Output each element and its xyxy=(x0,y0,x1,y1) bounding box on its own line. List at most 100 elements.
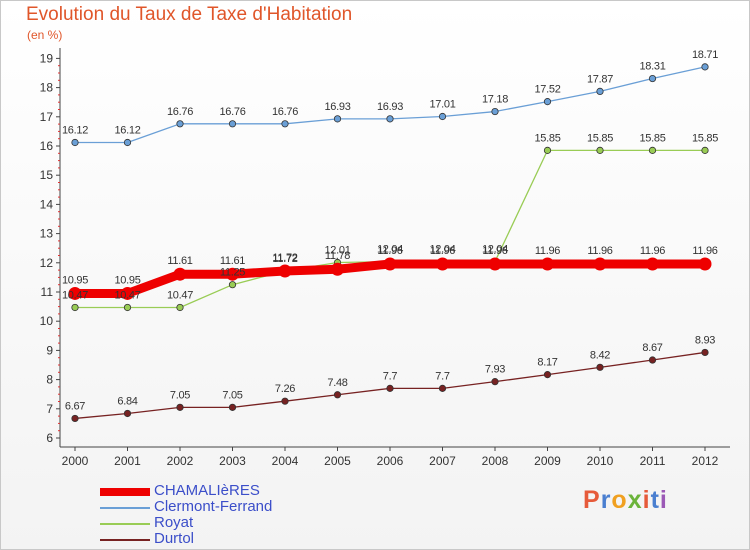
data-point xyxy=(436,257,449,271)
data-label: 11.61 xyxy=(167,255,192,267)
data-point xyxy=(71,414,79,423)
data-point xyxy=(701,348,709,357)
data-label: 7.7 xyxy=(383,370,398,382)
data-point xyxy=(543,146,552,154)
data-label: 16.93 xyxy=(324,101,350,113)
data-point xyxy=(491,378,499,386)
data-label: 17.18 xyxy=(482,94,508,106)
x-tick-label: 2000 xyxy=(62,454,89,468)
data-label: 18.71 xyxy=(692,49,718,61)
data-point xyxy=(333,115,342,123)
x-tick-label: 2008 xyxy=(482,454,509,468)
data-label: 16.76 xyxy=(219,106,245,118)
y-tick-label: 14 xyxy=(40,197,54,211)
data-point xyxy=(596,363,604,371)
data-label: 7.7 xyxy=(435,370,450,382)
data-label: 6.67 xyxy=(65,400,85,412)
data-label: 11.25 xyxy=(220,267,245,279)
y-tick-label: 7 xyxy=(46,402,53,416)
x-tick-label: 2003 xyxy=(219,454,246,468)
data-point xyxy=(648,356,657,364)
data-label: 8.67 xyxy=(642,342,662,354)
data-label: 16.12 xyxy=(62,124,88,136)
chart-subtitle: (en %) xyxy=(27,28,63,42)
data-label: 11.96 xyxy=(377,245,402,257)
legend: CHAMALIèRES Clermont-Ferrand Royat Durto… xyxy=(100,482,400,548)
data-label: 15.85 xyxy=(534,132,560,144)
legend-swatch xyxy=(100,539,150,541)
data-point xyxy=(228,403,237,411)
data-point xyxy=(543,98,552,106)
x-tick-label: 2006 xyxy=(377,454,404,468)
data-label: 7.05 xyxy=(222,389,242,401)
data-label: 11.96 xyxy=(640,245,665,257)
data-point xyxy=(228,120,237,128)
data-label: 11.96 xyxy=(535,245,560,257)
data-label: 11.61 xyxy=(220,255,245,267)
data-label: 8.93 xyxy=(695,334,715,346)
data-point xyxy=(543,371,552,379)
x-tick-label: 2001 xyxy=(114,454,141,468)
data-point xyxy=(438,112,447,121)
data-label: 7.48 xyxy=(327,377,347,389)
data-label: 15.85 xyxy=(692,132,718,144)
x-tick-label: 2012 xyxy=(692,454,719,468)
data-point xyxy=(596,146,604,154)
x-tick-label: 2007 xyxy=(429,454,456,468)
data-point xyxy=(648,146,657,154)
data-point xyxy=(648,74,657,83)
data-label: 11.72 xyxy=(272,252,297,264)
data-point xyxy=(281,397,289,405)
data-point xyxy=(121,286,134,300)
series-line xyxy=(75,149,705,309)
data-label: 11.96 xyxy=(692,245,717,257)
data-point xyxy=(593,257,607,271)
data-point xyxy=(333,391,342,399)
data-label: 8.42 xyxy=(590,349,610,361)
legend-swatch xyxy=(100,523,150,525)
legend-label: Royat xyxy=(154,514,194,531)
data-label: 10.47 xyxy=(167,289,193,301)
y-tick-label: 8 xyxy=(46,373,53,387)
data-label: 16.12 xyxy=(114,124,140,136)
data-label: 11.96 xyxy=(482,245,507,257)
data-point xyxy=(176,403,184,411)
data-label: 17.01 xyxy=(429,99,455,111)
data-label: 10.47 xyxy=(62,289,88,301)
y-tick-label: 13 xyxy=(40,227,54,241)
chart-title: Evolution du Taux de Taxe d'Habitation xyxy=(26,4,353,25)
data-point xyxy=(701,63,709,71)
proxiti-logo: Proxiti xyxy=(583,486,668,514)
data-point xyxy=(331,262,344,276)
y-tick-label: 15 xyxy=(40,168,54,182)
y-tick-label: 11 xyxy=(41,285,54,299)
data-label: 10.95 xyxy=(114,274,140,286)
data-label: 10.47 xyxy=(114,289,140,301)
data-point xyxy=(698,257,712,271)
data-point xyxy=(123,303,132,312)
data-point xyxy=(596,87,604,95)
data-label: 16.76 xyxy=(167,106,193,118)
legend-item-clermont-ferrand: Clermont-Ferrand xyxy=(100,498,400,516)
data-point xyxy=(173,267,187,281)
data-point xyxy=(176,303,184,312)
data-point xyxy=(491,107,499,116)
data-label: 15.85 xyxy=(587,132,613,144)
y-tick-label: 18 xyxy=(40,81,54,95)
data-label: 6.84 xyxy=(117,395,137,407)
data-label: 18.31 xyxy=(639,61,665,73)
legend-swatch xyxy=(100,488,150,496)
y-tick-label: 19 xyxy=(40,51,54,65)
data-label: 17.52 xyxy=(534,84,560,96)
data-point xyxy=(71,303,79,312)
legend-swatch xyxy=(100,507,150,509)
data-point xyxy=(71,138,79,147)
data-label: 12.01 xyxy=(324,245,350,257)
data-label: 11.72 xyxy=(272,253,297,265)
data-label: 12.04 xyxy=(377,244,403,256)
legend-label: Clermont-Ferrand xyxy=(154,498,273,515)
data-point xyxy=(383,257,397,271)
data-label: 15.85 xyxy=(639,132,665,144)
x-tick-label: 2005 xyxy=(324,454,351,468)
